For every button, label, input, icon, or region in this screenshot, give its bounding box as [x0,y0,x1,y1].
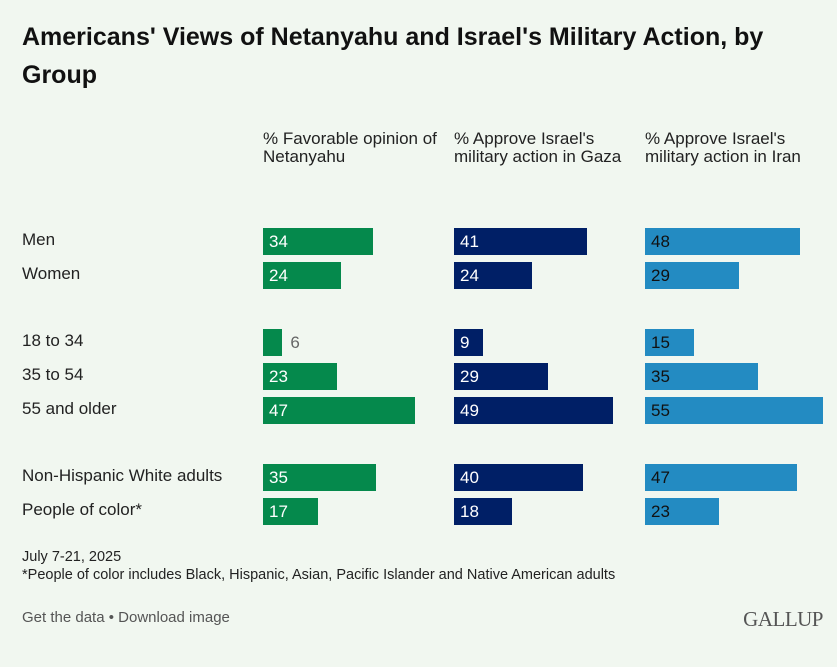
category-label: 35 to 54 [22,365,84,384]
separator: • [104,609,119,626]
bar [645,329,694,356]
data-label: 9 [460,333,470,352]
data-label: 6 [290,333,300,352]
download-image-link[interactable]: Download image [118,609,230,626]
bar [645,464,798,491]
bar [454,498,513,525]
category-label: Men [22,230,56,249]
data-label: 49 [460,401,479,420]
bar [454,464,584,491]
bar [645,498,720,525]
data-label: 24 [269,266,288,285]
bar [263,464,377,491]
category-label: 18 to 34 [22,331,84,350]
data-label: 15 [651,333,670,352]
bar [645,363,759,390]
data-label: 24 [460,266,479,285]
data-label: 48 [651,232,670,251]
column-header: % Approve Israel's military action in Ir… [645,129,801,166]
data-label: 29 [651,266,670,285]
bar [263,363,338,390]
data-label: 34 [269,232,288,251]
bar [263,228,373,255]
get-data-link[interactable]: Get the data [22,609,105,626]
data-label: 41 [460,232,479,251]
bar [263,498,318,525]
bar [263,262,341,289]
date-note: July 7-21, 2025 [22,549,122,565]
data-label: 29 [460,367,479,386]
data-label: 47 [269,401,288,420]
data-label: 18 [460,502,479,521]
footnote: *People of color includes Black, Hispani… [22,567,616,583]
bar [454,397,613,424]
data-label: 55 [651,401,670,420]
data-label: 40 [460,468,479,487]
category-label: People of color* [22,500,143,519]
data-label: 35 [269,468,288,487]
data-label: 47 [651,468,670,487]
bar [645,228,801,255]
chart-title: Americans' Views of Netanyahu and Israel… [22,23,764,89]
bar [645,262,739,289]
data-label: 23 [269,367,288,386]
bar [263,397,416,424]
data-label: 35 [651,367,670,386]
data-label: 23 [651,502,670,521]
column-header: % Favorable opinion of Netanyahu [263,129,437,166]
bar [454,228,587,255]
gallup-logo: GALLUP [743,607,823,631]
column-header: % Approve Israel's military action in Ga… [454,129,622,166]
footer-links: Get the data • Download image [22,609,230,626]
bar [263,329,283,356]
bar [645,397,823,424]
category-label: 55 and older [22,399,117,418]
bar [454,329,484,356]
category-label: Non-Hispanic White adults [22,466,223,485]
data-label: 17 [269,502,288,521]
bar [454,363,548,390]
bar [454,262,532,289]
category-label: Women [22,264,81,283]
